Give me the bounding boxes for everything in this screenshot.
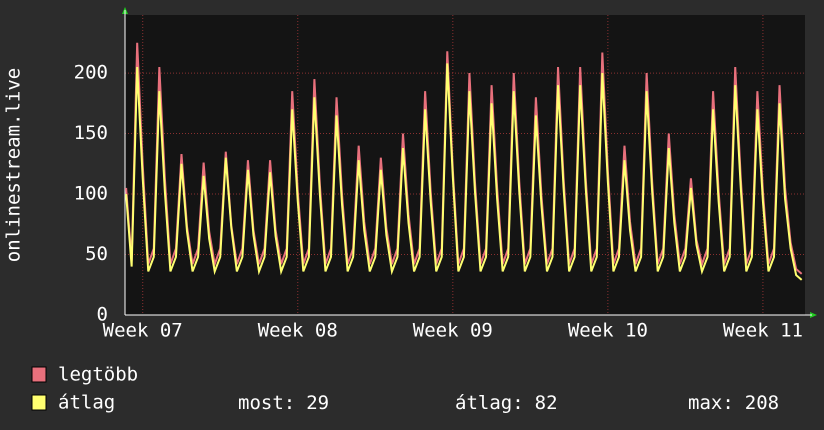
x-tick-label: Week 09 [413,320,493,342]
x-tick-label: Week 08 [258,320,338,342]
stat-label: most: [238,392,295,414]
y-tick-label: 200 [74,62,108,84]
stat-label: átlag: [455,392,524,414]
x-arrow [810,312,817,318]
legend-swatch [31,394,47,411]
y-axis-label: onlinestream.live [3,68,25,262]
x-tick-label: Week 10 [568,320,648,342]
series-line [125,63,803,281]
y-tick-label: 50 [85,243,108,265]
y-tick-label: 150 [74,122,108,144]
y-tick-label: 0 [97,304,108,326]
x-tick-label: Week 07 [103,320,183,342]
stat: most: 29 [238,392,329,414]
stat: max: 208 [688,392,779,414]
x-tick-label: Week 11 [723,320,803,342]
stat: átlag: 82 [455,392,558,414]
stat-value: 29 [306,392,329,414]
stat-value: 82 [535,392,558,414]
legend-swatch [31,366,47,383]
legend-label: legtöbb [58,364,138,386]
legend-label: átlag [58,392,115,414]
stat-label: max: [688,392,734,414]
y-tick-label: 100 [74,183,108,205]
stat-value: 208 [745,392,779,414]
